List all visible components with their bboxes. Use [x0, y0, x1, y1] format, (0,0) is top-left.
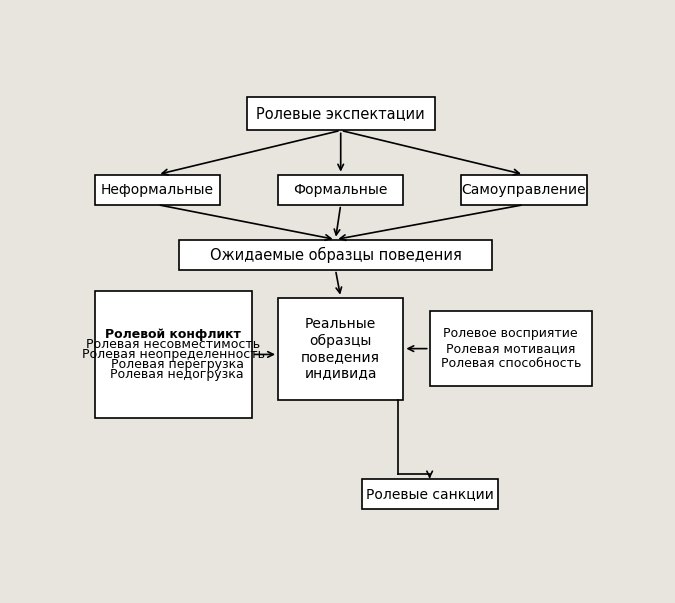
Text: Ролевая несовместимость: Ролевая несовместимость	[86, 338, 261, 351]
Text: Ожидаемые образцы поведения: Ожидаемые образцы поведения	[209, 247, 462, 263]
FancyBboxPatch shape	[362, 479, 497, 509]
Text: Неформальные: Неформальные	[101, 183, 214, 197]
FancyBboxPatch shape	[278, 174, 404, 204]
FancyBboxPatch shape	[178, 239, 493, 270]
FancyBboxPatch shape	[246, 97, 435, 130]
Text: Самоуправление: Самоуправление	[462, 183, 586, 197]
Text: Реальные
образцы
поведения
индивида: Реальные образцы поведения индивида	[301, 317, 380, 380]
FancyBboxPatch shape	[429, 312, 592, 386]
Text: Ролевая перегрузка: Ролевая перегрузка	[103, 358, 244, 371]
Text: Формальные: Формальные	[294, 183, 388, 197]
Text: Ролевой конфликт: Ролевой конфликт	[105, 328, 241, 341]
Text: Ролевые экспектации: Ролевые экспектации	[256, 106, 425, 121]
Text: Ролевая неопределенность: Ролевая неопределенность	[82, 348, 265, 361]
Text: Ролевое восприятие
Ролевая мотивация
Ролевая способность: Ролевое восприятие Ролевая мотивация Рол…	[441, 327, 581, 370]
FancyBboxPatch shape	[461, 174, 587, 204]
FancyBboxPatch shape	[95, 174, 220, 204]
FancyBboxPatch shape	[278, 297, 404, 400]
Text: Ролевая недогрузка: Ролевая недогрузка	[103, 368, 244, 381]
Text: Ролевые санкции: Ролевые санкции	[366, 487, 493, 500]
FancyBboxPatch shape	[95, 291, 252, 418]
